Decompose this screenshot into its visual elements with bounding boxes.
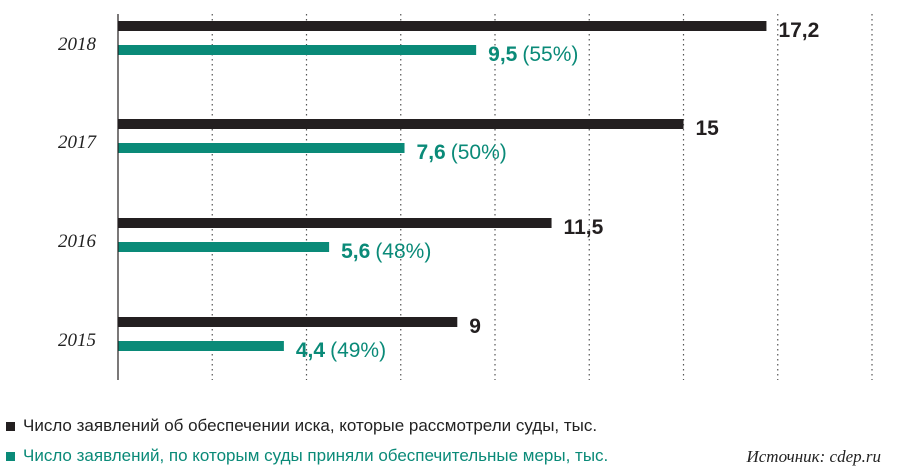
- legend-item-total: Число заявлений об обеспечении иска, кот…: [6, 416, 597, 436]
- bar-total: [118, 218, 552, 228]
- data-label-granted: 4,4 (49%): [296, 339, 386, 362]
- source-note: Источник: cdep.ru: [746, 447, 881, 466]
- legend-swatch-granted: [6, 451, 15, 461]
- bar-chart: 17,2 9,5 (55%) 15 7,6 (50%) 11,5 5,6 (48%) 9 4,4 (4…: [58, 14, 873, 380]
- data-label-granted: 7,6 (50%): [417, 141, 507, 164]
- category-label: 2017: [58, 132, 98, 153]
- bar-granted: [118, 45, 477, 55]
- data-label-total: 17,2: [778, 19, 819, 42]
- value-labels: 17,2 9,5 (55%) 15 7,6 (50%) 11,5 5,6 (48%) 9 4,4 (4…: [296, 19, 819, 362]
- category-label: 2015: [58, 330, 96, 351]
- legend-label-total: Число заявлений об обеспечении иска, кот…: [23, 416, 598, 435]
- category-labels: 2018 2017 2016 2015: [58, 34, 98, 351]
- category-label: 2018: [58, 34, 97, 55]
- legend-item-granted: Число заявлений, по которым суды приняли…: [6, 446, 608, 466]
- data-label-granted: 9,5 (55%): [488, 43, 578, 66]
- legend-swatch-total: [6, 421, 15, 431]
- data-label-granted: 5,6 (48%): [341, 240, 431, 263]
- data-label-total: 9: [469, 315, 481, 338]
- bar-total: [118, 317, 458, 327]
- data-label-total: 15: [696, 117, 720, 140]
- category-label: 2016: [58, 231, 97, 252]
- bars: [118, 21, 767, 351]
- bar-granted: [118, 242, 330, 252]
- bar-granted: [118, 143, 405, 153]
- data-label-total: 11,5: [564, 216, 604, 239]
- bar-granted: [118, 341, 284, 351]
- legend-label-granted: Число заявлений, по которым суды приняли…: [23, 446, 609, 465]
- bar-total: [118, 21, 767, 31]
- bar-total: [118, 119, 684, 129]
